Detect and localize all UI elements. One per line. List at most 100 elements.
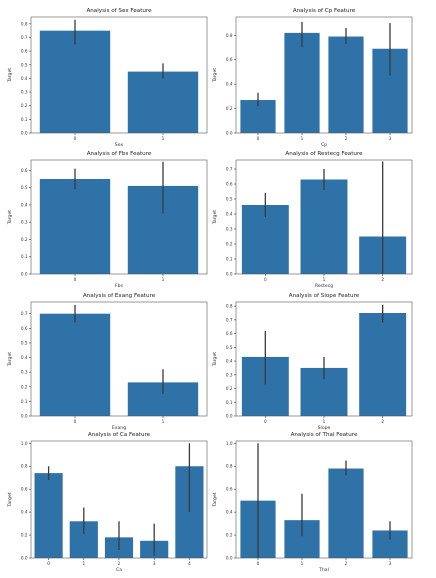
- x-axis-label: Ca: [116, 567, 122, 573]
- y-tick-label-6: 0.6: [226, 331, 233, 336]
- x-tick-label-2: 2: [345, 136, 348, 141]
- x-tick-label-1: 1: [162, 136, 165, 141]
- x-tick-label-2: 2: [381, 277, 384, 282]
- bar-0: [39, 313, 111, 416]
- chart-panel-7: 0 1 2 3 0.0 0.2 0.4 0.6 0.8 1.0 Analysis of Thal F…: [212, 432, 413, 573]
- y-tick-label-1: 0.1: [21, 254, 28, 259]
- x-axis-label: Sex: [115, 142, 124, 148]
- x-tick-label-3: 3: [389, 561, 392, 566]
- axes-frame: [30, 301, 208, 417]
- x-tick-label-0: 0: [264, 419, 267, 424]
- x-tick-label-0: 0: [257, 561, 260, 566]
- x-tick-label-0: 0: [264, 277, 267, 282]
- chart-title: Analysis of Cp Feature: [293, 8, 356, 14]
- y-tick-label-1: 0.1: [226, 257, 233, 262]
- chart-panel-2: 0 1 0.0 0.1 0.2 0.3 0.4 0.5 0.6 Analysis of Fbs F…: [7, 151, 208, 289]
- y-tick-label-0: 0.0: [226, 131, 233, 136]
- y-tick-label-3: 0.6: [226, 57, 233, 62]
- y-tick-label-4: 0.8: [226, 33, 233, 38]
- x-tick-label-1: 1: [162, 277, 165, 282]
- bar-1: [300, 179, 348, 274]
- y-tick-label-0: 0.0: [226, 414, 233, 419]
- y-axis-label: Target: [7, 68, 13, 83]
- chart-panel-1: 0 1 2 3 0.0 0.2 0.4 0.6 0.8 Analysis of Cp Featur…: [212, 8, 413, 148]
- y-axis-label: Target: [212, 210, 218, 225]
- y-tick-label-1: 0.2: [21, 533, 28, 538]
- x-axis-label: Cp: [321, 142, 327, 148]
- y-axis-label: Target: [212, 352, 218, 367]
- axes-frame: [30, 440, 208, 559]
- x-tick-label-2: 2: [118, 561, 121, 566]
- x-axis-label: Thal: [318, 567, 329, 573]
- y-tick-label-2: 0.2: [226, 386, 233, 391]
- y-tick-label-5: 1.0: [21, 441, 28, 446]
- y-tick-label-5: 0.5: [21, 185, 28, 190]
- y-tick-label-0: 0.0: [226, 272, 233, 277]
- bar-2: [328, 468, 364, 558]
- axes-frame: [30, 159, 208, 275]
- y-tick-label-4: 0.4: [21, 76, 28, 81]
- bar-2: [359, 312, 407, 416]
- x-tick-label-0: 0: [74, 277, 77, 282]
- y-tick-label-0: 0.0: [21, 131, 28, 136]
- y-tick-label-6: 0.6: [21, 326, 28, 331]
- y-tick-label-2: 0.2: [21, 237, 28, 242]
- y-tick-label-2: 0.4: [226, 82, 233, 87]
- bar-1: [127, 71, 199, 133]
- y-tick-label-5: 1.0: [226, 441, 233, 446]
- y-tick-label-0: 0.0: [226, 556, 233, 561]
- x-axis-label: Slope: [318, 425, 331, 431]
- y-tick-label-4: 0.4: [21, 355, 28, 360]
- x-tick-label-1: 1: [323, 277, 326, 282]
- y-tick-label-3: 0.3: [226, 227, 233, 232]
- bar-0: [34, 473, 63, 558]
- x-tick-label-1: 1: [301, 136, 304, 141]
- y-tick-label-6: 0.6: [226, 182, 233, 187]
- y-tick-label-1: 0.1: [21, 399, 28, 404]
- y-tick-label-3: 0.6: [226, 487, 233, 492]
- chart-panel-4: 0 1 0.0 0.1 0.2 0.3 0.4 0.5 0.6 0.7 Analysis of Ex…: [7, 293, 208, 431]
- y-tick-label-7: 0.7: [21, 35, 28, 40]
- y-tick-label-3: 0.3: [21, 370, 28, 375]
- axes-frame: [235, 440, 413, 559]
- bar-1: [284, 32, 320, 134]
- y-tick-label-7: 0.7: [21, 311, 28, 316]
- y-tick-label-2: 0.2: [21, 384, 28, 389]
- y-tick-label-8: 0.8: [226, 304, 233, 309]
- chart-title: Analysis of Thal Feature: [291, 432, 358, 438]
- y-tick-label-0: 0.0: [21, 272, 28, 277]
- chart-title: Analysis of Restecg Feature: [285, 151, 363, 157]
- x-axis-label: Restecg: [315, 283, 333, 289]
- chart-title: Analysis of Exang Feature: [83, 293, 156, 299]
- chart-panel-0: 0 1 0.0 0.1 0.2 0.3 0.4 0.5 0.6 0.7 0.8 Analysis of…: [7, 8, 208, 148]
- x-tick-label-2: 2: [381, 419, 384, 424]
- axes-frame: [235, 301, 413, 417]
- chart-title: Analysis of Ca Feature: [88, 432, 151, 438]
- y-tick-label-3: 0.3: [21, 220, 28, 225]
- x-axis-label: Exang: [112, 425, 126, 431]
- y-tick-label-1: 0.1: [226, 400, 233, 405]
- x-tick-label-3: 3: [389, 136, 392, 141]
- x-tick-label-1: 1: [162, 419, 165, 424]
- y-tick-label-4: 0.4: [226, 212, 233, 217]
- y-axis-label: Target: [7, 352, 13, 367]
- y-tick-label-4: 0.8: [226, 464, 233, 469]
- x-tick-label-2: 2: [345, 561, 348, 566]
- bar-2: [328, 36, 364, 133]
- y-tick-label-5: 0.5: [226, 345, 233, 350]
- chart-title: Analysis of Sex Feature: [86, 8, 152, 14]
- y-tick-label-5: 0.5: [21, 340, 28, 345]
- y-axis-label: Target: [212, 68, 218, 83]
- y-tick-label-2: 0.4: [21, 510, 28, 515]
- y-tick-label-1: 0.1: [21, 117, 28, 122]
- x-tick-label-3: 3: [153, 561, 156, 566]
- x-tick-label-0: 0: [257, 136, 260, 141]
- chart-panel-6: 0 1 2 3 4 0.0 0.2 0.4 0.6 0.8 1.0 Analysis of Ca Fe…: [7, 432, 208, 573]
- y-tick-label-4: 0.4: [226, 359, 233, 364]
- y-tick-label-4: 0.4: [21, 202, 28, 207]
- x-tick-label-0: 0: [47, 561, 50, 566]
- y-tick-label-0: 0.0: [21, 556, 28, 561]
- y-tick-label-2: 0.2: [226, 242, 233, 247]
- chart-panel-3: 0 1 2 0.0 0.1 0.2 0.3 0.4 0.5 0.6 0.7 Analysis of R…: [212, 151, 413, 289]
